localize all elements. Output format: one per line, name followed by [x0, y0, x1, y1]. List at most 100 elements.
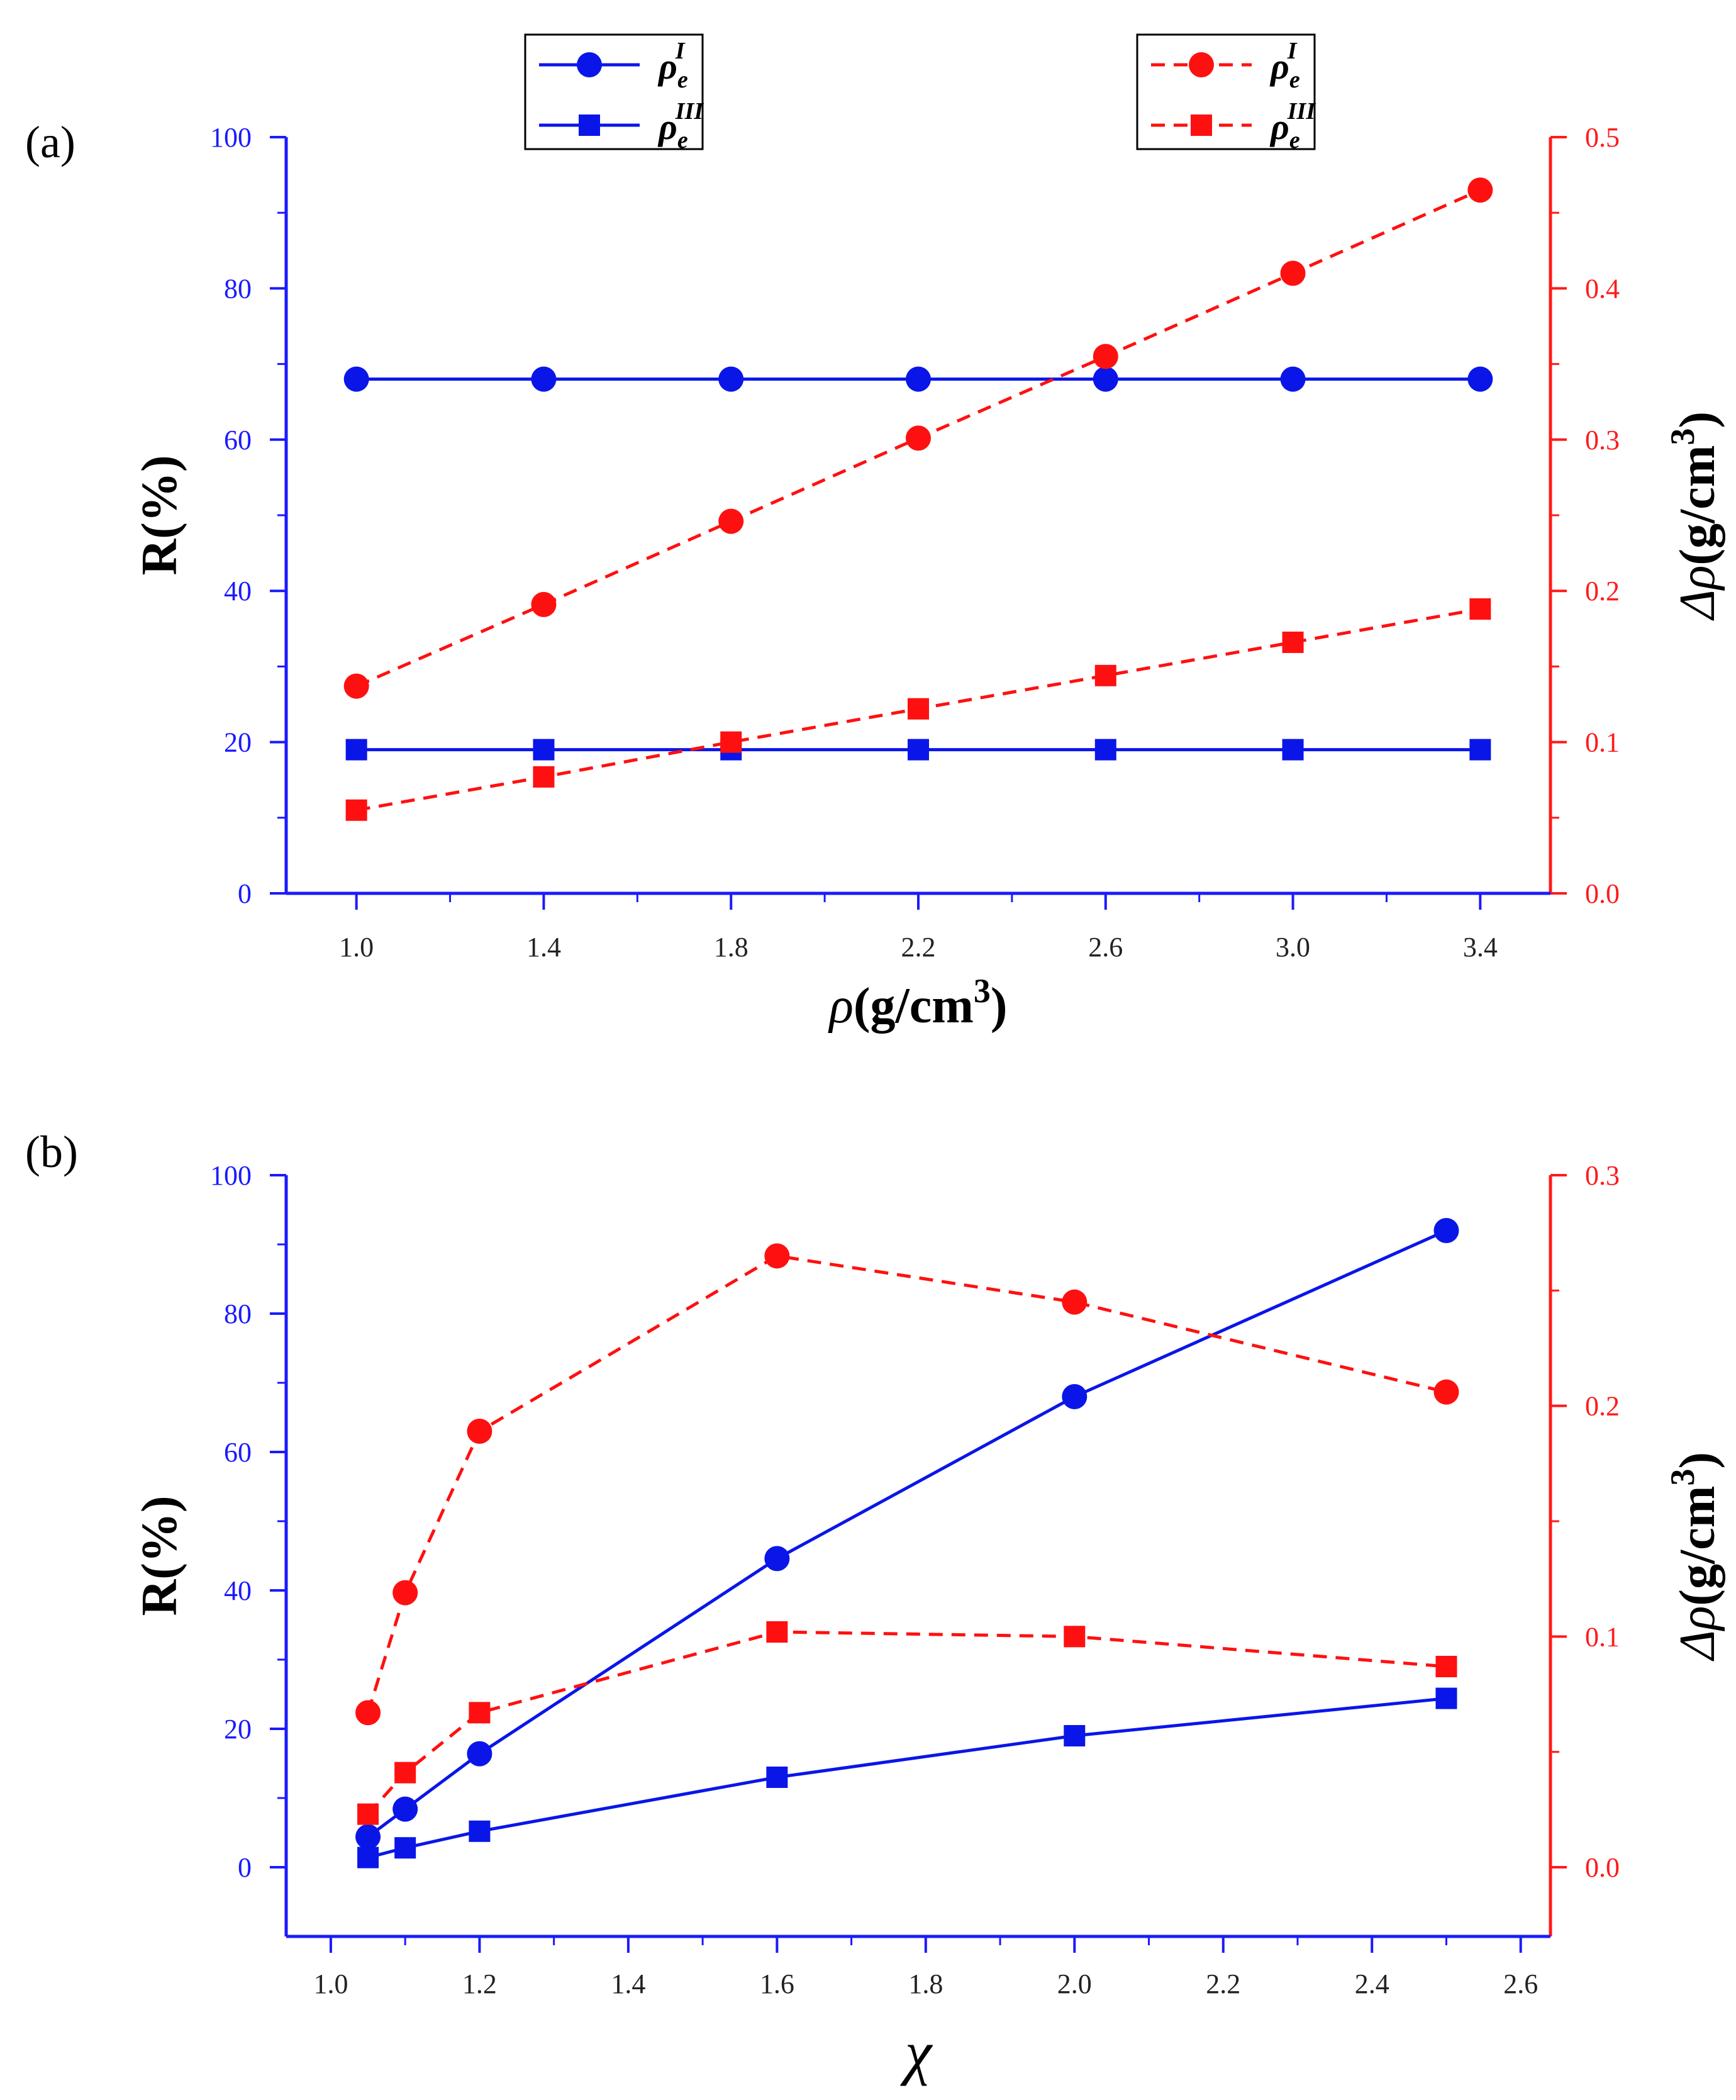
- y-left-tick-label: 80: [224, 273, 252, 304]
- data-point-s1-3: [908, 739, 929, 761]
- x-title-unit: (g/cm: [854, 978, 974, 1034]
- data-point-s3-0: [345, 799, 367, 821]
- data-point-s0-4: [1093, 366, 1118, 392]
- y-right-tick-label: 0.2: [1585, 1391, 1620, 1422]
- data-point-s3-6: [1469, 598, 1491, 620]
- data-point-s2-2: [467, 1419, 492, 1444]
- legend-sub: e: [1289, 67, 1300, 93]
- data-point-s1-5: [1435, 1687, 1457, 1709]
- x-tick-label: 1.8: [714, 932, 748, 963]
- legend-square-marker: [579, 114, 600, 136]
- data-point-s1-5: [1282, 739, 1304, 761]
- legend-sup: III: [1287, 98, 1316, 125]
- x-title-symbol: χ: [900, 2019, 933, 2086]
- x-tick-label: 2.2: [1206, 1969, 1240, 1999]
- y-right-tick-label: 0.3: [1585, 425, 1620, 455]
- y-right-title-close: ): [1670, 1452, 1725, 1469]
- x-tick-label: 1.0: [339, 932, 374, 963]
- legend-box: [1136, 33, 1316, 150]
- x-tick-label: 1.0: [313, 1969, 348, 1999]
- y-right-title-symbol: Δρ: [1670, 1606, 1725, 1662]
- y-right-tick-label: 0.5: [1585, 122, 1620, 153]
- data-point-s2-3: [906, 425, 931, 451]
- y-right-tick-label: 0.0: [1585, 878, 1620, 909]
- y-right-title-close: ): [1670, 411, 1725, 428]
- data-point-s3-2: [720, 731, 742, 753]
- data-point-s3-3: [908, 698, 929, 720]
- data-point-s1-4: [1094, 739, 1116, 761]
- data-point-s0-3: [764, 1546, 790, 1572]
- data-point-s2-3: [764, 1243, 790, 1269]
- x-tick-label: 2.6: [1088, 932, 1123, 963]
- data-point-s0-2: [467, 1741, 492, 1767]
- y-right-tick-label: 0.0: [1585, 1852, 1620, 1883]
- y-left-tick-label: 20: [224, 727, 252, 758]
- panel-b: (b) 1.0 1.2 1.4 1.6 1.8 2.0 2.2 2.4 2.6 0 20 40 60 80 1…: [25, 1127, 1725, 2086]
- y-left-tick-label: 80: [224, 1299, 252, 1329]
- data-point-s1-0: [357, 1846, 379, 1868]
- data-point-s1-6: [1469, 739, 1491, 761]
- legend-circle-marker: [577, 52, 602, 77]
- legend-box: [524, 33, 704, 150]
- legend-sub: e: [677, 67, 688, 93]
- panel-label: (a): [25, 117, 75, 167]
- data-point-s3-5: [1435, 1656, 1457, 1677]
- y-right-tick-label: 0.2: [1585, 576, 1620, 606]
- x-tick-label: 2.6: [1503, 1969, 1538, 1999]
- legend-sup: III: [675, 98, 704, 125]
- data-point-s0-2: [718, 366, 744, 392]
- legend-circle-marker: [1189, 52, 1214, 77]
- data-point-s2-6: [1467, 177, 1493, 203]
- x-tick-label: 3.4: [1463, 932, 1498, 963]
- x-title-symbol: ρ: [827, 978, 853, 1034]
- y-right-title-exp: 3: [1664, 428, 1701, 445]
- y-left-tick-label: 0: [238, 878, 252, 909]
- y-right-title-unit: (g/cm: [1670, 445, 1725, 566]
- y-right-title-unit: (g/cm: [1670, 1486, 1725, 1606]
- data-point-s1-2: [469, 1820, 491, 1842]
- y-left-title: R(%): [132, 1495, 187, 1616]
- panel-a: (a) 1.0 1.4 1.8 2.2 2.6 3.0 3.4 0 20 40 60 80 100 0.0 0…: [25, 117, 1725, 1034]
- y-right-tick-label: 0.4: [1585, 273, 1620, 304]
- y-left-tick-label: 40: [224, 576, 252, 606]
- data-point-s1-1: [394, 1837, 416, 1859]
- data-point-s3-4: [1094, 664, 1116, 686]
- x-tick-label: 1.2: [462, 1969, 497, 1999]
- data-point-s1-3: [766, 1767, 788, 1788]
- x-title-close: ): [991, 978, 1008, 1034]
- legend-square-marker: [1191, 114, 1212, 136]
- legend-sub: e: [677, 127, 688, 154]
- legend-rho: ρ: [1269, 46, 1289, 87]
- y-right-title-exp: 3: [1664, 1469, 1701, 1486]
- x-tick-label: 2.4: [1355, 1969, 1389, 1999]
- legend-label: ρeI: [657, 38, 688, 93]
- data-point-s0-5: [1433, 1218, 1459, 1243]
- data-point-s0-1: [531, 366, 557, 392]
- x-title: ρ(g/cm3): [827, 972, 1007, 1034]
- data-point-s2-4: [1062, 1289, 1088, 1315]
- data-point-s2-0: [355, 1700, 381, 1726]
- y-left-tick-label: 100: [210, 1160, 252, 1191]
- legend-label: ρeIII: [1269, 98, 1316, 154]
- data-point-s0-1: [392, 1796, 418, 1822]
- x-tick-label: 2.0: [1057, 1969, 1092, 1999]
- series-line-3: [367, 1630, 1447, 1816]
- data-point-s0-5: [1280, 366, 1306, 392]
- data-point-s2-1: [531, 591, 557, 617]
- data-point-s3-1: [394, 1762, 416, 1784]
- data-point-s1-4: [1064, 1725, 1086, 1746]
- x-title-exp: 3: [974, 972, 991, 1010]
- legend-sub: e: [1289, 127, 1300, 154]
- x-tick-label: 3.0: [1276, 932, 1310, 963]
- data-point-s3-5: [1282, 631, 1304, 653]
- data-point-s3-1: [533, 766, 555, 788]
- data-point-s3-2: [469, 1702, 491, 1724]
- y-right-tick-label: 0.1: [1585, 1621, 1620, 1652]
- series-line-0: [367, 1229, 1447, 1838]
- data-point-s2-0: [343, 673, 369, 699]
- x-tick-label: 1.4: [526, 932, 561, 963]
- data-point-s2-5: [1433, 1379, 1459, 1405]
- data-point-s0-3: [906, 366, 931, 392]
- legend-label: ρeIII: [657, 98, 704, 154]
- legend-sup: I: [675, 38, 686, 64]
